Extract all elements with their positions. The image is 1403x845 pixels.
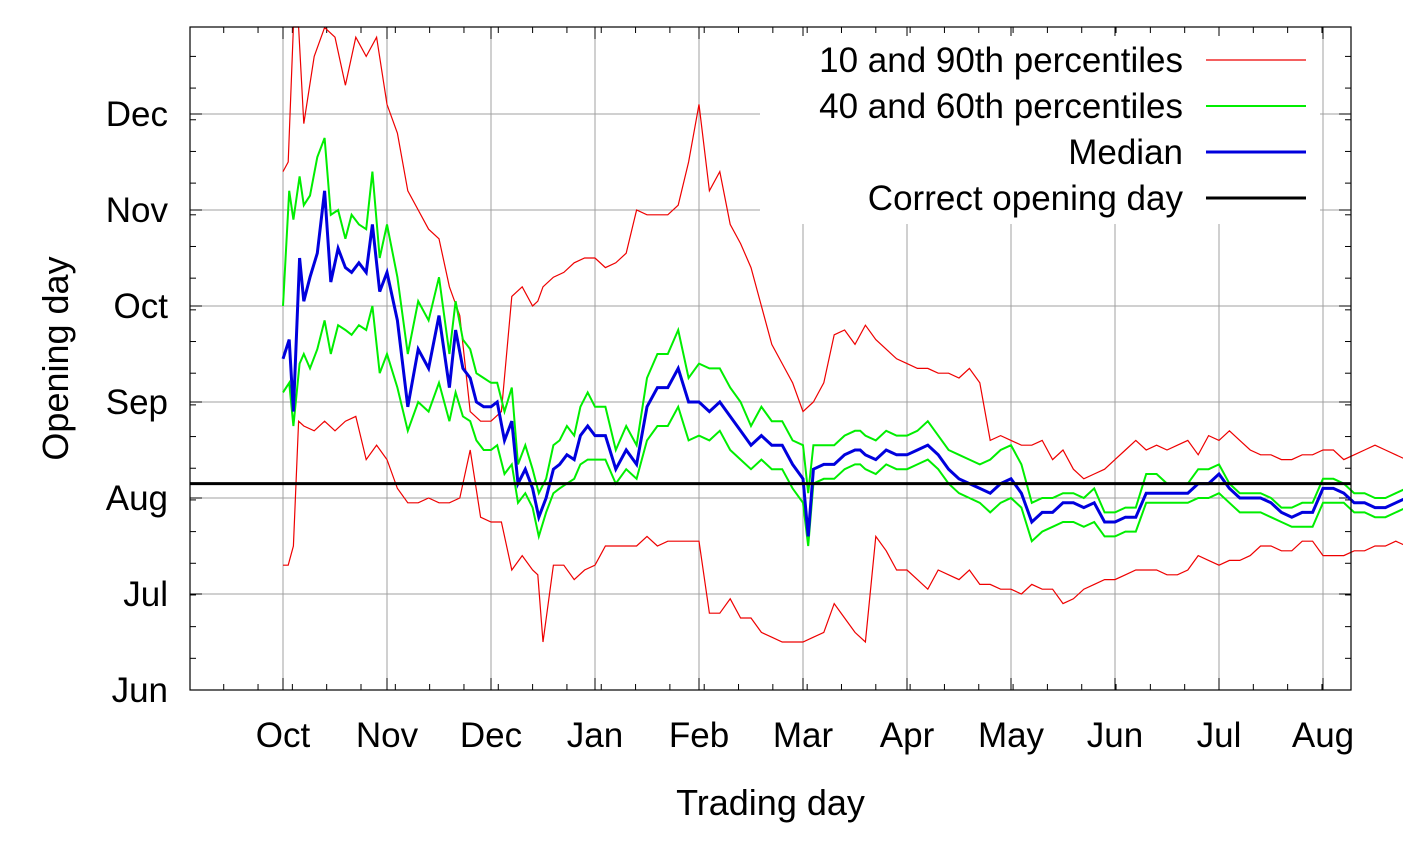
y-tick-label: Sep [106, 383, 168, 422]
x-tick-label: Jan [567, 716, 623, 755]
x-tick-label: Jul [1197, 716, 1242, 755]
x-tick-label: Dec [460, 716, 522, 755]
x-axis-title: Trading day [676, 782, 865, 823]
x-tick-label: Mar [773, 716, 834, 755]
y-axis-title: Opening day [35, 256, 76, 460]
series-line-median [281, 190, 1403, 537]
x-tick-label: May [978, 716, 1045, 755]
y-tick-label: Aug [106, 479, 168, 518]
series-layer [190, 26, 1403, 644]
y-tick-label: Jul [123, 575, 168, 614]
x-tick-label: Feb [669, 716, 729, 755]
y-tick-label: Nov [106, 191, 169, 230]
series-line-10th-percentile [283, 415, 1403, 644]
legend-label-p10_90: 10 and 90th percentiles [819, 41, 1183, 80]
series-line-60th-percentile [282, 137, 1403, 514]
x-tick-label: Oct [256, 716, 311, 755]
plot-frame [189, 26, 1352, 691]
y-tick-label: Oct [114, 287, 169, 326]
x-tick-labels: Oct Nov Dec Jan Feb Mar Apr May Jun Jul Aug [256, 716, 1354, 755]
y-tick-label: Dec [106, 95, 168, 134]
legend-label-p40_60: 40 and 60th percentiles [819, 87, 1183, 126]
y-tick-label: Jun [112, 671, 168, 710]
legend: 10 and 90th percentiles 40 and 60th perce… [760, 36, 1320, 224]
x-tick-label: Aug [1292, 716, 1354, 755]
legend-label-median: Median [1068, 133, 1183, 172]
x-tick-label: Jun [1087, 716, 1143, 755]
series-line-90th-percentile [282, 26, 1403, 480]
y-tick-labels: Jun Jul Aug Sep Oct Nov Dec [106, 95, 169, 710]
x-tick-label: Nov [356, 716, 419, 755]
x-tick-label: Apr [880, 716, 935, 755]
legend-label-correct: Correct opening day [868, 179, 1184, 218]
legend-background [760, 36, 1320, 224]
